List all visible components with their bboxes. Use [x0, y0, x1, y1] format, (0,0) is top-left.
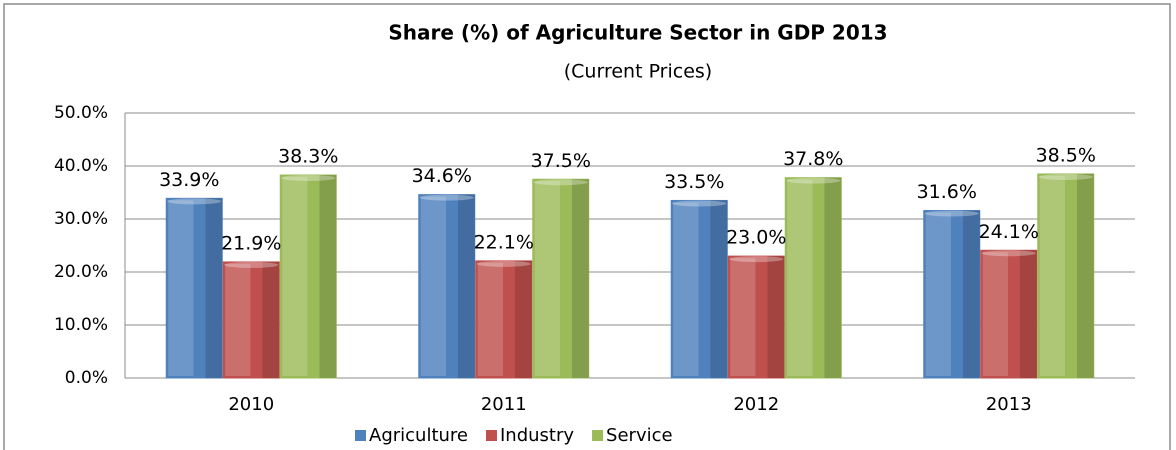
bar — [222, 261, 280, 379]
y-tick-label: 20.0% — [54, 262, 108, 282]
value-label: 21.9% — [221, 232, 281, 254]
value-label: 33.9% — [159, 169, 219, 191]
legend-marker — [355, 430, 366, 441]
bar — [727, 255, 785, 379]
legend-marker — [592, 430, 604, 441]
bar — [165, 197, 223, 379]
legend-label: Service — [606, 425, 673, 446]
value-label: 37.5% — [531, 150, 591, 172]
y-tick-label: 50.0% — [54, 103, 108, 123]
bar — [475, 260, 533, 379]
bar — [784, 177, 842, 379]
bar — [279, 174, 337, 379]
value-label: 37.8% — [783, 148, 843, 170]
chart-frame — [3, 3, 1171, 450]
x-tick-label: 2013 — [986, 394, 1032, 415]
value-label: 33.5% — [664, 171, 724, 193]
x-tick-label: 2011 — [481, 394, 527, 415]
x-tick-label: 2010 — [228, 394, 274, 415]
value-label: 31.6% — [917, 181, 977, 203]
value-label: 23.0% — [726, 227, 786, 249]
legend-label: Agriculture — [369, 425, 468, 446]
y-tick-label: 0.0% — [65, 368, 108, 388]
bar — [1037, 173, 1095, 379]
legend-marker — [486, 430, 497, 441]
chart-subtitle: (Current Prices) — [564, 61, 712, 83]
y-tick-label: 10.0% — [54, 315, 108, 335]
bar — [980, 249, 1038, 379]
value-label: 22.1% — [474, 231, 534, 253]
value-label: 38.5% — [1036, 144, 1096, 166]
bar — [532, 178, 590, 379]
y-tick-label: 30.0% — [54, 209, 108, 229]
y-tick-label: 40.0% — [54, 156, 108, 176]
legend-label: Industry — [500, 425, 574, 446]
value-label: 38.3% — [278, 146, 338, 168]
value-label: 34.6% — [412, 165, 472, 187]
x-tick-label: 2012 — [733, 394, 779, 415]
bar — [923, 210, 981, 379]
bar — [670, 199, 728, 379]
bar — [418, 194, 476, 379]
value-label: 24.1% — [979, 221, 1039, 243]
chart-title: Share (%) of Agriculture Sector in GDP 2… — [388, 21, 887, 45]
